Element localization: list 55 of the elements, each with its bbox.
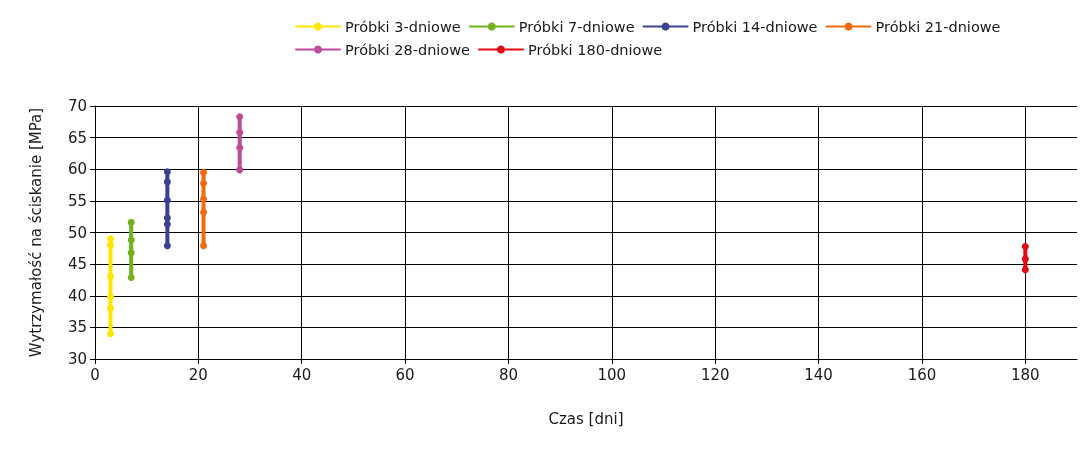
legend-label: Próbki 21-dniowe	[875, 18, 1001, 35]
point	[163, 178, 171, 186]
point	[200, 208, 208, 216]
x-tick-label: 40	[292, 365, 312, 384]
point	[200, 195, 208, 203]
legend-label: Próbki 28-dniowe	[345, 41, 471, 58]
point	[163, 220, 171, 228]
x-tick-label: 80	[498, 365, 519, 384]
x-tick-label: 60	[395, 365, 415, 384]
legend-label: Próbki 180-dniowe	[528, 41, 663, 58]
point	[107, 235, 115, 243]
point	[163, 214, 171, 222]
y-tick-label: 35	[67, 318, 87, 337]
y-tick-label: 70	[67, 97, 87, 115]
y-tick-label: 60	[67, 160, 87, 179]
point	[107, 304, 115, 312]
x-tick-label: 140	[804, 365, 833, 384]
point	[107, 241, 115, 249]
legend-label: Próbki 3-dniowe	[345, 18, 461, 35]
point	[236, 144, 244, 152]
x-tick-label: 0	[90, 365, 100, 384]
point	[163, 196, 171, 204]
y-tick-label: 30	[67, 350, 87, 368]
point	[1021, 242, 1029, 250]
y-axis-title: Wytrzymałość na ściskanie [MPa]	[26, 107, 45, 358]
point	[1021, 266, 1029, 274]
x-tick-label: 180	[1011, 365, 1040, 384]
legend-label: Próbki 7-dniowe	[518, 18, 635, 35]
point	[200, 179, 208, 187]
y-tick-label: 55	[67, 191, 87, 210]
point	[236, 166, 244, 174]
point	[107, 273, 115, 281]
point	[107, 330, 115, 338]
x-tick-label: 20	[188, 365, 208, 384]
y-tick-label: 65	[67, 128, 87, 147]
point	[1021, 255, 1029, 263]
point	[200, 242, 208, 250]
point	[107, 293, 115, 301]
point	[163, 242, 171, 250]
x-tick-label: 120	[700, 365, 730, 384]
point	[163, 168, 171, 176]
x-axis-title: Czas [dni]	[548, 409, 624, 428]
point	[236, 113, 244, 121]
point	[127, 249, 135, 257]
point	[236, 129, 244, 137]
x-tick-label: 100	[597, 365, 627, 384]
point	[127, 218, 135, 226]
y-tick-label: 45	[67, 255, 87, 274]
point	[127, 273, 135, 281]
legend-label: Próbki 14-dniowe	[692, 18, 818, 35]
point	[127, 236, 135, 244]
y-tick-label: 50	[67, 223, 87, 242]
y-tick-label: 40	[67, 286, 87, 305]
point	[200, 168, 208, 176]
x-tick-label: 160	[907, 365, 937, 384]
